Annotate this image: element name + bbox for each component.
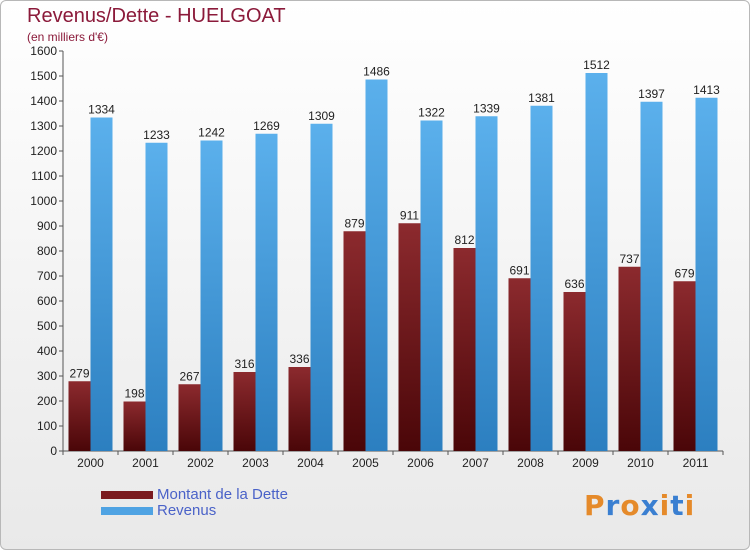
x-tick-label: 2001 bbox=[132, 456, 159, 470]
x-tick-label: 2003 bbox=[242, 456, 269, 470]
data-label-dette: 812 bbox=[454, 233, 474, 247]
y-tick-label: 300 bbox=[37, 369, 57, 383]
data-labels-group: 279 1334 198 1233 267 1242 316 1269 336 1309 879 14… bbox=[69, 58, 720, 401]
bar-dette bbox=[453, 248, 476, 451]
bar-revenus bbox=[145, 142, 168, 451]
y-tick-label: 400 bbox=[37, 344, 57, 358]
bar-dette bbox=[563, 292, 586, 451]
legend-label-revenus: Revenus bbox=[157, 502, 217, 519]
bars-group bbox=[68, 73, 718, 451]
data-label-revenus: 1309 bbox=[308, 109, 335, 123]
bar-revenus bbox=[310, 123, 333, 451]
data-label-revenus: 1339 bbox=[473, 101, 500, 115]
bar-revenus bbox=[255, 133, 278, 451]
bar-revenus bbox=[640, 101, 663, 451]
data-label-dette: 316 bbox=[234, 357, 254, 371]
logo-letter: P bbox=[584, 489, 606, 522]
data-label-revenus: 1233 bbox=[143, 128, 170, 142]
bar-dette bbox=[508, 278, 531, 451]
bar-dette bbox=[68, 381, 91, 451]
x-axis: 2000 2001 2002 2003 2004 2005 2006 2007 2008 2009… bbox=[62, 450, 724, 470]
bar-revenus bbox=[200, 140, 223, 451]
data-label-dette: 691 bbox=[509, 263, 529, 277]
chart-subtitle: (en milliers d'€) bbox=[27, 30, 108, 44]
bar-dette bbox=[178, 384, 201, 451]
y-tick-label: 1100 bbox=[31, 169, 57, 183]
data-label-dette: 267 bbox=[179, 369, 199, 383]
x-tick-label: 2011 bbox=[683, 456, 709, 470]
bar-revenus bbox=[585, 73, 608, 451]
chart-title: Revenus/Dette - HUELGOAT bbox=[27, 5, 286, 27]
bar-dette bbox=[288, 367, 311, 451]
data-label-dette: 737 bbox=[619, 252, 639, 266]
data-label-dette: 279 bbox=[69, 366, 89, 380]
x-tick-label: 2010 bbox=[627, 456, 654, 470]
y-tick-label: 100 bbox=[37, 419, 57, 433]
data-label-dette: 636 bbox=[564, 277, 584, 291]
x-tick-label: 2008 bbox=[517, 456, 544, 470]
bar-revenus bbox=[475, 116, 498, 451]
bar-revenus bbox=[695, 97, 718, 451]
data-label-dette: 198 bbox=[124, 387, 144, 401]
bar-revenus bbox=[530, 105, 553, 451]
logo-letter: o bbox=[620, 489, 641, 522]
logo-letter: t bbox=[670, 489, 685, 522]
y-tick-label: 0 bbox=[50, 444, 57, 458]
data-label-revenus: 1334 bbox=[88, 103, 115, 117]
bar-dette bbox=[673, 281, 696, 451]
y-tick-label: 700 bbox=[37, 269, 57, 283]
y-tick-label: 1300 bbox=[30, 119, 57, 133]
x-tick-label: 2002 bbox=[187, 456, 214, 470]
bar-dette bbox=[398, 223, 421, 451]
data-label-revenus: 1486 bbox=[363, 65, 390, 79]
y-tick-label: 900 bbox=[37, 219, 57, 233]
logo-letter: i bbox=[659, 489, 671, 522]
data-label-dette: 879 bbox=[344, 216, 364, 230]
y-tick-label: 1400 bbox=[30, 94, 57, 108]
bar-dette bbox=[343, 231, 366, 451]
data-label-revenus: 1397 bbox=[638, 87, 665, 101]
y-tick-label: 800 bbox=[37, 244, 57, 258]
y-axis: 0 100 200 300 400 500 600 700 800 900 1000 1100 1200… bbox=[30, 44, 64, 458]
x-tick-label: 2004 bbox=[297, 456, 324, 470]
bar-revenus bbox=[90, 117, 113, 451]
y-tick-label: 1000 bbox=[30, 194, 57, 208]
legend-swatch-dette bbox=[101, 491, 153, 499]
y-tick-label: 1200 bbox=[30, 144, 57, 158]
x-tick-label: 2005 bbox=[352, 456, 379, 470]
x-tick-label: 2006 bbox=[407, 456, 434, 470]
logo-letter: r bbox=[605, 489, 621, 522]
y-tick-label: 500 bbox=[37, 319, 57, 333]
data-label-dette: 679 bbox=[674, 266, 694, 280]
legend-swatch-revenus bbox=[101, 507, 153, 515]
logo-letter: i bbox=[684, 489, 696, 522]
legend-label-dette: Montant de la Dette bbox=[157, 486, 288, 503]
data-label-dette: 911 bbox=[400, 208, 419, 222]
x-tick-label: 2000 bbox=[77, 456, 104, 470]
x-tick-label: 2009 bbox=[572, 456, 599, 470]
data-label-revenus: 1413 bbox=[693, 83, 720, 97]
data-label-revenus: 1512 bbox=[583, 58, 610, 72]
bar-dette bbox=[618, 266, 641, 451]
bar-dette bbox=[233, 372, 256, 451]
data-label-dette: 336 bbox=[289, 352, 309, 366]
y-tick-label: 1500 bbox=[30, 69, 57, 83]
data-label-revenus: 1381 bbox=[528, 91, 555, 105]
bar-revenus bbox=[420, 120, 443, 451]
y-tick-label: 200 bbox=[37, 394, 57, 408]
bar-revenus bbox=[365, 79, 388, 451]
x-tick-label: 2007 bbox=[462, 456, 489, 470]
bar-dette bbox=[123, 401, 146, 451]
y-tick-label: 1600 bbox=[30, 44, 57, 58]
data-label-revenus: 1242 bbox=[198, 126, 225, 140]
proxiti-logo: Proxiti bbox=[584, 489, 695, 522]
data-label-revenus: 1269 bbox=[253, 119, 280, 133]
logo-letter: x bbox=[640, 489, 660, 522]
y-tick-label: 600 bbox=[37, 294, 57, 308]
data-label-revenus: 1322 bbox=[418, 106, 445, 120]
